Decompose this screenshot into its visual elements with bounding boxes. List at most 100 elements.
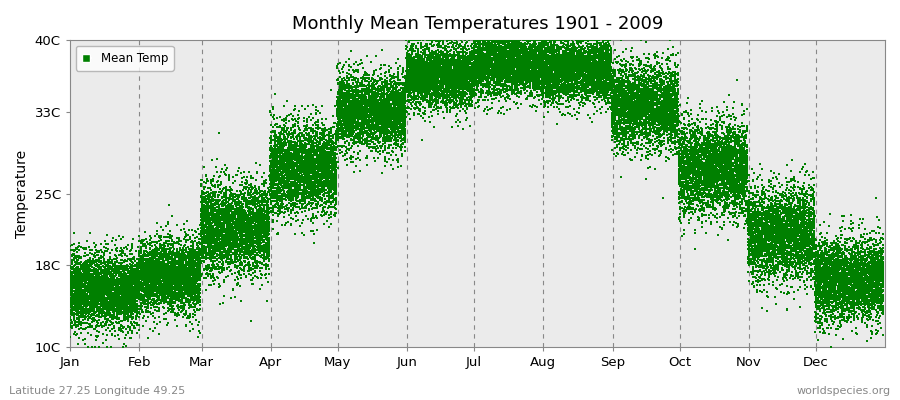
Point — [342, 127, 356, 134]
Point — [311, 209, 326, 216]
Point — [184, 267, 199, 274]
Point — [704, 159, 718, 166]
Point — [172, 282, 186, 289]
Point — [232, 231, 247, 238]
Point — [508, 50, 522, 56]
Point — [722, 126, 736, 133]
Point — [616, 119, 631, 125]
Point — [574, 84, 589, 90]
Point — [850, 291, 865, 298]
Point — [410, 82, 424, 89]
Point — [678, 173, 692, 179]
Point — [652, 138, 667, 144]
Point — [844, 286, 859, 293]
Point — [346, 129, 361, 135]
Point — [340, 118, 355, 124]
Point — [572, 54, 586, 60]
Point — [300, 178, 314, 184]
Point — [420, 76, 435, 83]
Point — [280, 168, 294, 174]
Point — [353, 126, 367, 132]
Point — [850, 315, 865, 322]
Point — [716, 163, 730, 170]
Point — [389, 109, 403, 115]
Point — [748, 226, 762, 232]
Point — [806, 252, 821, 259]
Point — [163, 284, 177, 290]
Point — [217, 219, 231, 225]
Point — [411, 58, 426, 65]
Point — [359, 114, 374, 120]
Point — [502, 72, 517, 78]
Point — [716, 169, 731, 175]
Point — [386, 109, 400, 116]
Point — [348, 103, 363, 109]
Point — [778, 218, 792, 224]
Point — [624, 96, 638, 102]
Point — [651, 117, 665, 123]
Point — [333, 70, 347, 76]
Point — [632, 129, 646, 135]
Point — [672, 155, 687, 161]
Point — [376, 79, 391, 86]
Point — [846, 220, 860, 226]
Point — [282, 151, 296, 157]
Point — [781, 215, 796, 221]
Point — [721, 154, 735, 160]
Point — [130, 294, 144, 301]
Point — [328, 197, 342, 203]
Point — [677, 195, 691, 201]
Point — [180, 282, 194, 288]
Point — [356, 108, 370, 114]
Point — [641, 105, 655, 112]
Point — [798, 228, 813, 234]
Point — [402, 70, 417, 77]
Point — [374, 95, 388, 102]
Point — [415, 74, 429, 80]
Point — [539, 86, 554, 93]
Point — [447, 61, 462, 68]
Point — [510, 55, 525, 61]
Point — [860, 274, 874, 281]
Point — [758, 251, 772, 257]
Point — [668, 104, 682, 110]
Point — [487, 39, 501, 46]
Point — [271, 167, 285, 173]
Point — [840, 254, 854, 261]
Point — [751, 229, 765, 235]
Point — [409, 87, 423, 94]
Point — [259, 221, 274, 227]
Point — [375, 127, 390, 133]
Point — [609, 106, 624, 112]
Point — [510, 47, 525, 53]
Point — [829, 270, 843, 276]
Point — [398, 110, 412, 116]
Point — [306, 169, 320, 175]
Point — [471, 67, 485, 74]
Point — [580, 67, 595, 74]
Point — [562, 71, 577, 78]
Point — [668, 133, 682, 139]
Point — [858, 276, 872, 282]
Point — [633, 116, 647, 122]
Point — [375, 122, 390, 128]
Point — [485, 62, 500, 68]
Point — [662, 103, 676, 109]
Point — [594, 53, 608, 60]
Point — [313, 197, 328, 203]
Point — [797, 215, 812, 222]
Point — [594, 78, 608, 84]
Point — [380, 83, 394, 90]
Point — [338, 114, 352, 120]
Point — [820, 255, 834, 262]
Point — [250, 226, 265, 233]
Point — [91, 320, 105, 326]
Point — [188, 276, 202, 282]
Point — [679, 144, 693, 150]
Point — [652, 132, 667, 138]
Point — [751, 252, 765, 258]
Point — [795, 186, 809, 192]
Point — [642, 86, 656, 92]
Point — [330, 99, 345, 106]
Point — [264, 185, 278, 192]
